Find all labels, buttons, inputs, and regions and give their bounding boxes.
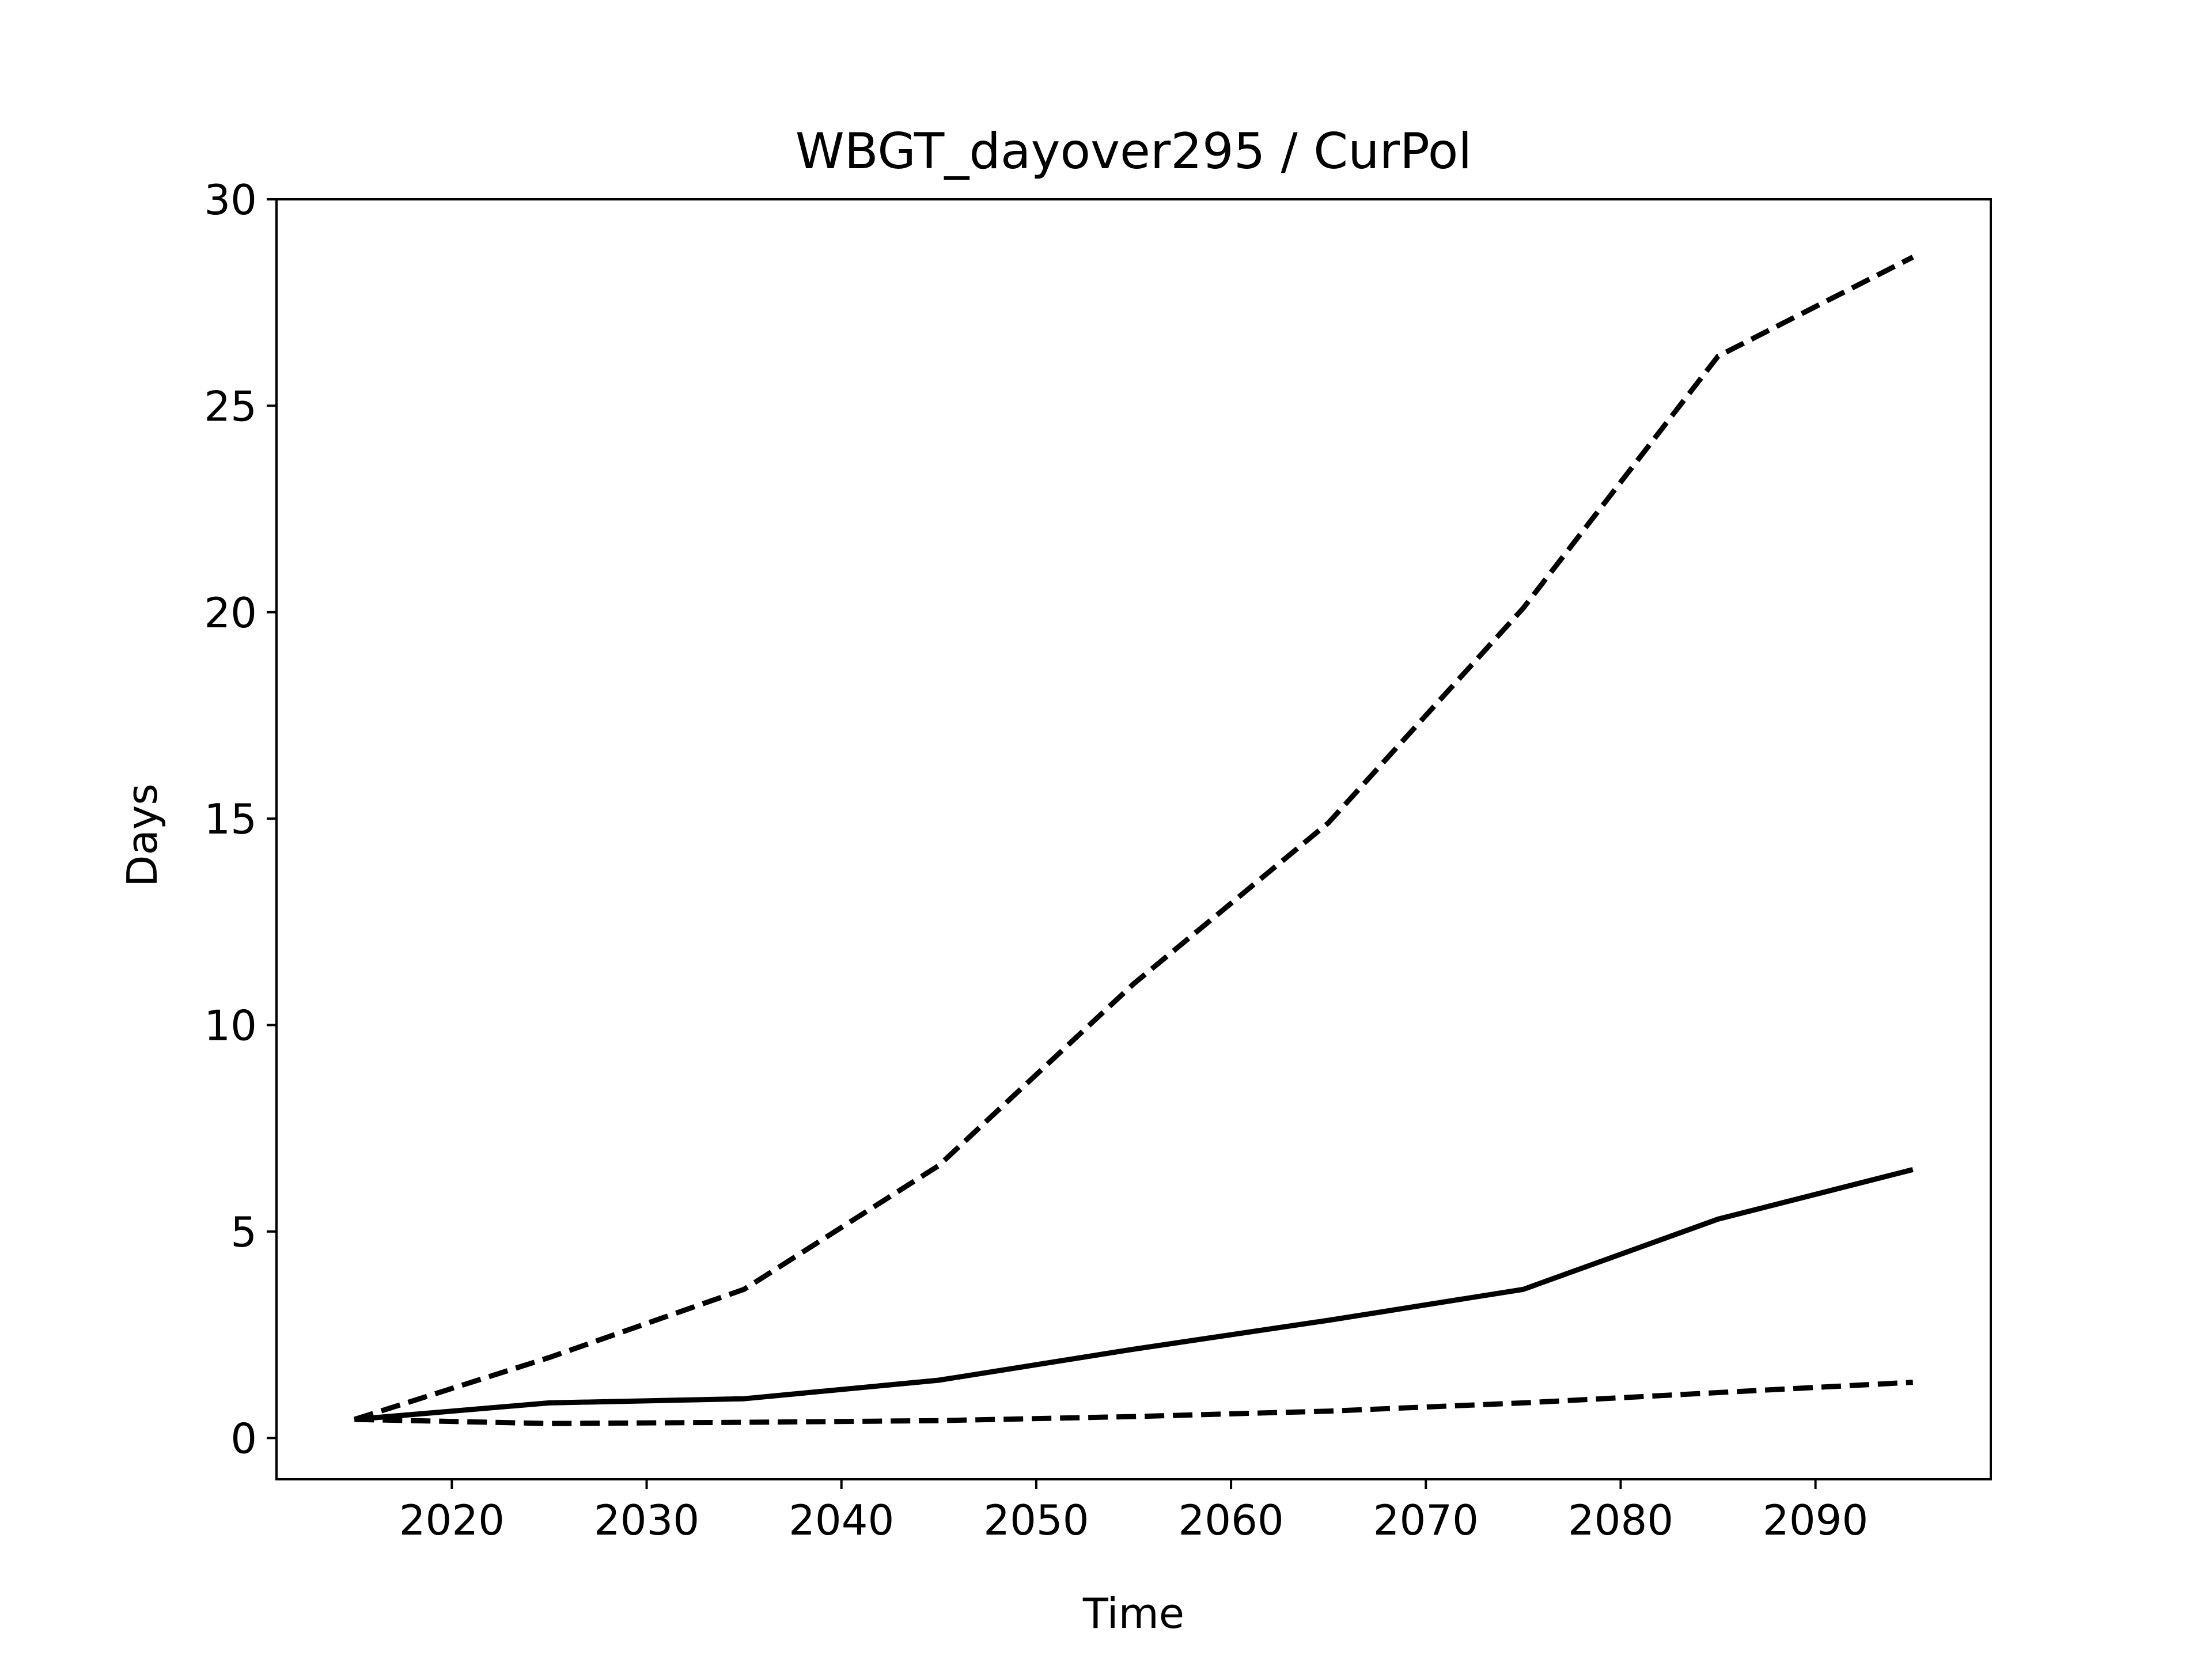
y-tick-label-30: 30 xyxy=(204,176,257,224)
y-axis-label: Days xyxy=(118,783,166,887)
plot-area: 2020 2030 2040 2050 2060 2070 2080 209005101520… xyxy=(204,176,1992,1544)
series-line-3 xyxy=(354,1380,1913,1426)
x-tick-label-2030: 2030 xyxy=(594,1496,699,1544)
y-tick-label-0: 0 xyxy=(230,1414,257,1463)
x-tick-label-2090: 2090 xyxy=(1763,1496,1868,1544)
y-tick-label-25: 25 xyxy=(204,382,257,430)
y-tick-label-20: 20 xyxy=(204,589,257,637)
x-tick-label-2060: 2060 xyxy=(1178,1496,1283,1544)
x-tick-label-2020: 2020 xyxy=(399,1496,505,1544)
y-tick-label-10: 10 xyxy=(204,1002,257,1050)
series-line-1 xyxy=(354,1167,1914,1422)
x-tick-label-2040: 2040 xyxy=(789,1496,894,1544)
x-axis-label: Time xyxy=(1082,1589,1184,1638)
x-tick-label-2080: 2080 xyxy=(1568,1496,1673,1544)
chart-title: WBGT_dayover295 / CurPol xyxy=(796,123,1472,180)
x-tick-label-2050: 2050 xyxy=(983,1496,1089,1544)
plot-frame xyxy=(275,198,1992,1480)
x-tick-label-2070: 2070 xyxy=(1373,1496,1479,1544)
y-tick-label-15: 15 xyxy=(204,795,257,843)
y-tick-label-5: 5 xyxy=(230,1208,257,1256)
series-line-2 xyxy=(353,255,1914,1422)
